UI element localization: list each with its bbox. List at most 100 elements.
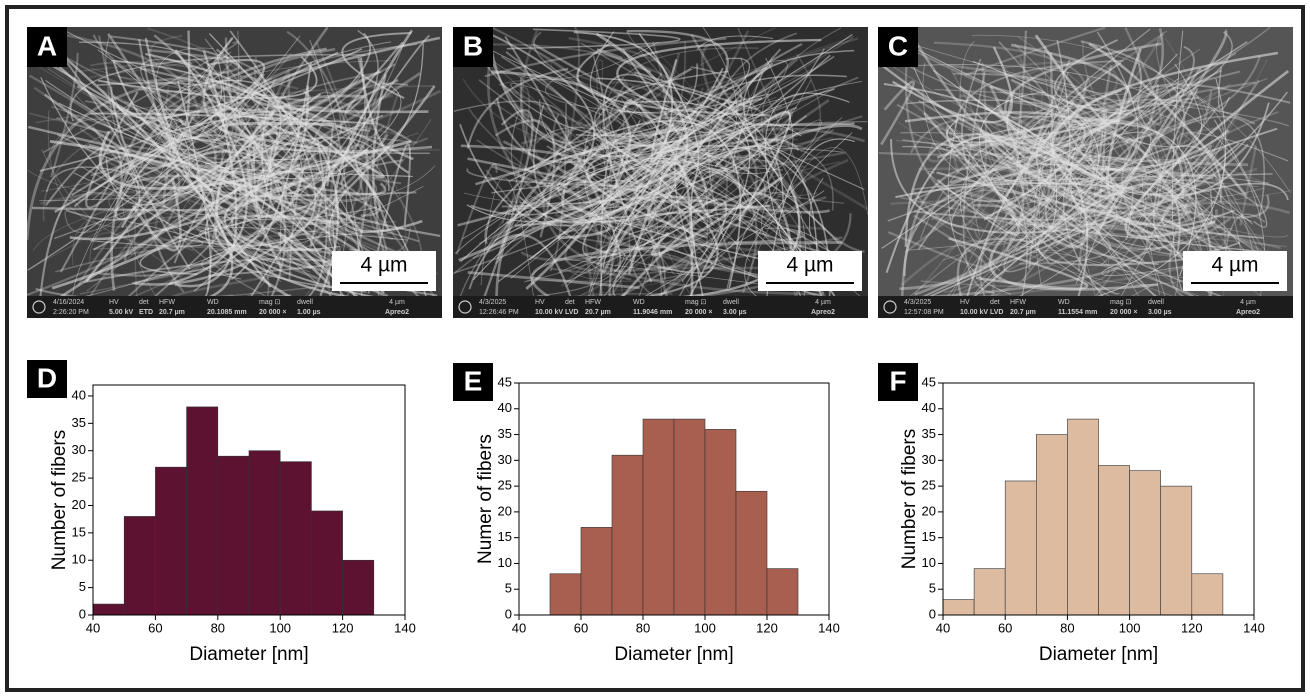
info-value: 3.00 µs <box>1148 309 1172 316</box>
info-label: det <box>990 299 1000 306</box>
y-tick-label: 0 <box>929 606 936 621</box>
y-axis-label: Number of fibers <box>899 429 920 569</box>
scale-bar-label: 4 µm <box>1211 254 1258 277</box>
info-label: dwell <box>297 299 313 306</box>
y-tick-label: 45 <box>922 374 936 389</box>
x-tick-label: 140 <box>1243 620 1265 635</box>
panel-label: F <box>889 365 906 396</box>
info-label: mag ⊡ <box>685 299 707 306</box>
x-tick-label: 80 <box>1060 620 1074 635</box>
x-tick-label: 80 <box>211 620 225 635</box>
info-value: Apreo2 <box>1236 309 1260 316</box>
x-tick-label: 100 <box>269 620 291 635</box>
info-value: 1.00 µs <box>297 309 321 316</box>
y-tick-label: 30 <box>72 442 86 457</box>
y-tick-label: 30 <box>922 452 936 467</box>
info-value: Apreo2 <box>385 309 409 316</box>
panel-label: A <box>37 30 57 61</box>
info-value: 12:57:08 PM <box>904 309 944 316</box>
y-axis-label: Numer of fibers <box>475 434 496 564</box>
x-tick-label: 140 <box>394 620 416 635</box>
y-tick-label: 20 <box>72 497 86 512</box>
x-tick-label: 120 <box>1181 620 1203 635</box>
info-label: WD <box>633 299 645 306</box>
y-tick-label: 0 <box>79 606 86 621</box>
bar <box>1099 465 1130 615</box>
y-tick-label: 25 <box>72 470 86 485</box>
info-value: 12:26:46 PM <box>479 309 519 316</box>
bar <box>643 419 674 615</box>
bar <box>218 456 249 615</box>
bar <box>550 574 581 615</box>
y-tick-label: 20 <box>922 503 936 518</box>
bar <box>767 569 798 615</box>
y-tick-label: 25 <box>498 478 512 493</box>
bar <box>1067 419 1098 615</box>
info-label: dwell <box>1148 299 1164 306</box>
bar <box>187 407 218 615</box>
bar <box>1192 574 1223 615</box>
info-label: 4 µm <box>1240 299 1256 306</box>
info-value: 20.7 µm <box>1010 309 1036 316</box>
bar <box>280 462 311 615</box>
bar <box>581 527 612 615</box>
x-tick-label: 60 <box>148 620 162 635</box>
x-tick-label: 40 <box>512 620 526 635</box>
info-value: 10.00 kV <box>535 309 563 316</box>
y-tick-label: 40 <box>498 400 512 415</box>
bar <box>943 600 974 615</box>
y-tick-label: 15 <box>72 524 86 539</box>
info-label: det <box>139 299 149 306</box>
y-tick-label: 10 <box>72 552 86 567</box>
info-value: 11.1554 mm <box>1058 309 1097 316</box>
bar <box>1005 481 1036 615</box>
info-value: 20 000 × <box>685 309 712 316</box>
panel-label: E <box>464 365 483 396</box>
y-tick-label: 5 <box>79 579 86 594</box>
y-tick-label: 25 <box>922 478 936 493</box>
info-value: 3.00 µs <box>723 309 747 316</box>
bar <box>93 604 124 615</box>
info-value: 2:26:20 PM <box>53 309 89 316</box>
info-label: det <box>565 299 575 306</box>
panel-label: B <box>463 30 483 61</box>
info-value: 20 000 × <box>1110 309 1137 316</box>
y-tick-label: 10 <box>498 555 512 570</box>
y-tick-label: 15 <box>498 529 512 544</box>
info-value: LVD <box>990 309 1003 316</box>
x-tick-label: 120 <box>332 620 354 635</box>
bar <box>974 569 1005 615</box>
x-tick-label: 60 <box>998 620 1012 635</box>
x-tick-label: 140 <box>818 620 840 635</box>
x-axis-label: Diameter [nm] <box>189 644 308 665</box>
info-value: Apreo2 <box>811 309 835 316</box>
y-tick-label: 5 <box>505 581 512 596</box>
info-label: HFW <box>1010 299 1026 306</box>
info-label: HV <box>960 299 970 306</box>
x-tick-label: 40 <box>86 620 100 635</box>
scale-bar-label: 4 µm <box>360 254 407 277</box>
info-value: 5.00 kV <box>109 309 133 316</box>
info-label: WD <box>207 299 219 306</box>
info-value: 10.00 kV <box>960 309 988 316</box>
bar <box>736 491 767 615</box>
bar <box>249 451 280 615</box>
info-label: HFW <box>585 299 601 306</box>
info-value: 20.7 µm <box>159 309 185 316</box>
y-axis-label: Number of fibers <box>49 430 70 570</box>
bar <box>1161 486 1192 615</box>
y-tick-label: 10 <box>922 555 936 570</box>
x-tick-label: 120 <box>756 620 778 635</box>
info-label: mag ⊡ <box>259 299 281 306</box>
info-label: HV <box>109 299 119 306</box>
info-value: 20.7 µm <box>585 309 611 316</box>
info-label: 4 µm <box>389 299 405 306</box>
y-tick-label: 15 <box>922 529 936 544</box>
info-label: mag ⊡ <box>1110 299 1132 306</box>
x-axis-label: Diameter [nm] <box>1039 644 1158 665</box>
bar <box>705 429 736 615</box>
bar <box>1130 471 1161 615</box>
x-tick-label: 40 <box>936 620 950 635</box>
panel-label: D <box>37 362 57 393</box>
panel-label: C <box>888 30 908 61</box>
